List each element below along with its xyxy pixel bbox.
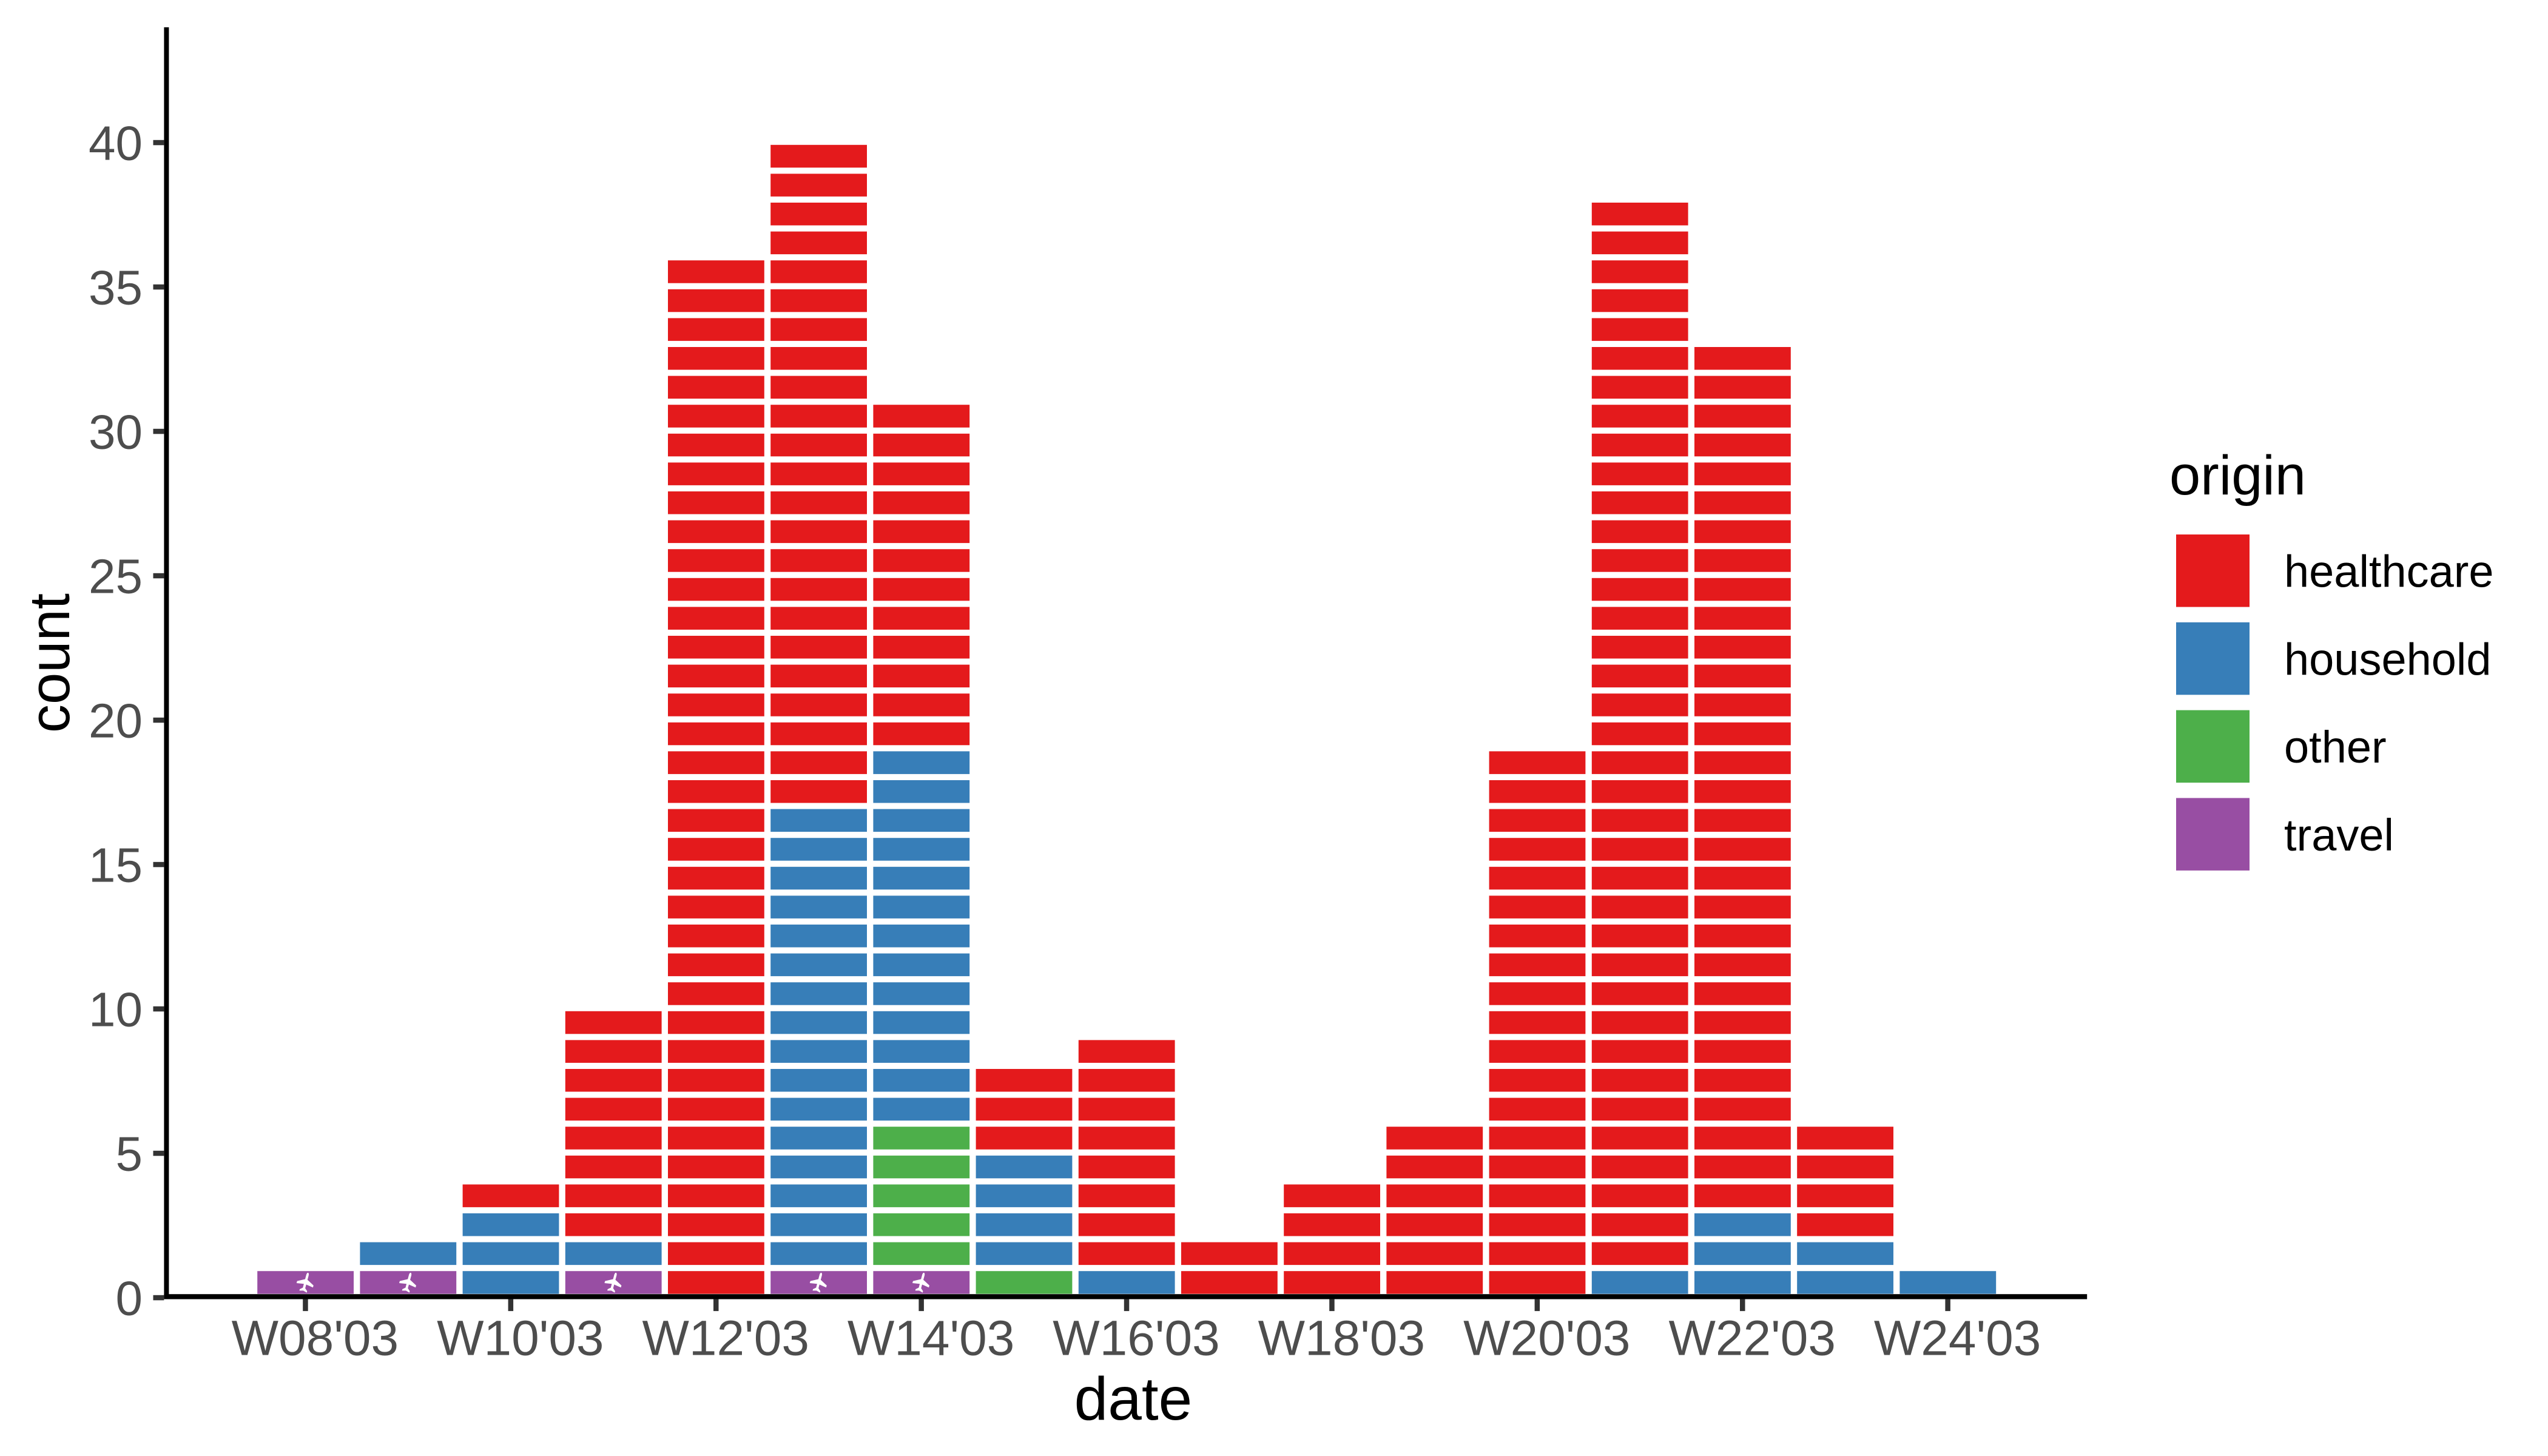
svg-text:0: 0	[116, 1272, 143, 1326]
svg-text:5: 5	[116, 1127, 143, 1181]
svg-text:W12'03: W12'03	[642, 1311, 809, 1366]
svg-text:W18'03: W18'03	[1258, 1311, 1425, 1366]
svg-text:W08'03: W08'03	[232, 1311, 399, 1366]
svg-text:W22'03: W22'03	[1668, 1311, 1835, 1366]
svg-text:25: 25	[89, 550, 143, 604]
svg-text:household: household	[2284, 635, 2492, 685]
svg-text:healthcare: healthcare	[2284, 547, 2494, 597]
svg-text:40: 40	[89, 116, 143, 170]
svg-text:10: 10	[89, 983, 143, 1037]
svg-text:W14'03: W14'03	[848, 1311, 1014, 1366]
svg-text:W16'03: W16'03	[1053, 1311, 1219, 1366]
svg-text:W20'03: W20'03	[1463, 1311, 1630, 1366]
svg-text:15: 15	[89, 838, 143, 892]
svg-text:30: 30	[89, 405, 143, 459]
svg-text:other: other	[2284, 722, 2387, 772]
svg-text:W24'03: W24'03	[1874, 1311, 2041, 1366]
svg-text:travel: travel	[2284, 810, 2394, 860]
svg-text:origin: origin	[2169, 445, 2306, 507]
svg-text:count: count	[18, 593, 81, 733]
svg-text:20: 20	[89, 694, 143, 748]
svg-text:35: 35	[89, 261, 143, 315]
svg-text:date: date	[1074, 1365, 1193, 1433]
svg-text:W10'03: W10'03	[437, 1311, 604, 1366]
